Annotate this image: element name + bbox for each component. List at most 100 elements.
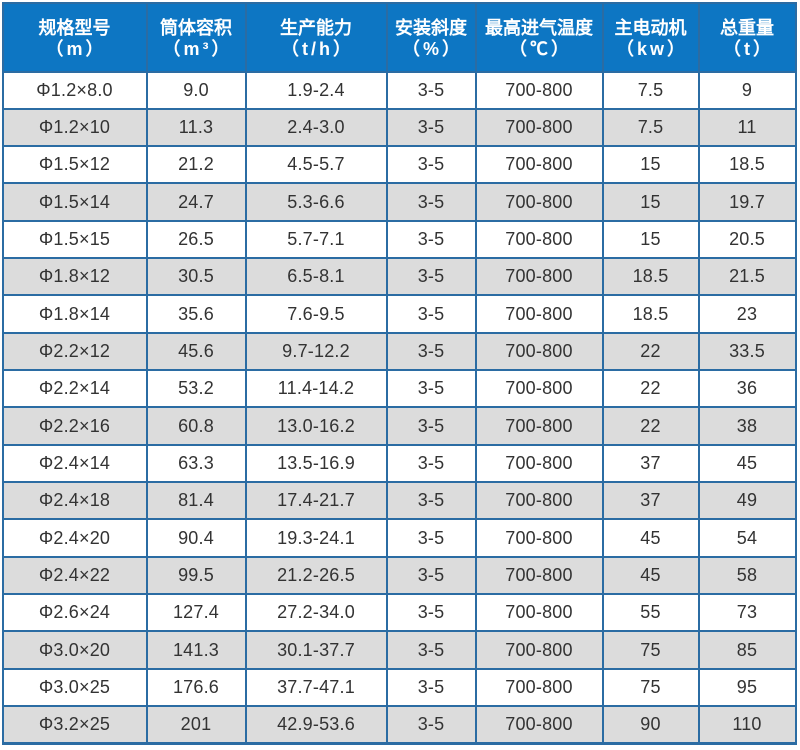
table-cell: 700-800 <box>476 669 602 706</box>
table-cell: 7.5 <box>603 109 698 146</box>
table-cell: 700-800 <box>476 371 602 407</box>
table-cell: 49 <box>699 483 795 519</box>
table-cell: 3-5 <box>387 669 475 706</box>
table-cell: 85 <box>699 632 795 668</box>
table-cell: Φ2.4×22 <box>3 557 146 594</box>
table-cell: 11.3 <box>147 109 245 146</box>
table-cell: 45.6 <box>147 333 245 370</box>
table-cell: 700-800 <box>476 408 602 444</box>
table-cell: Φ1.2×10 <box>3 109 146 146</box>
table-cell: 700-800 <box>476 333 602 370</box>
table-cell: 55 <box>603 595 698 631</box>
table-cell: 26.5 <box>147 221 245 258</box>
table-cell: 18.5 <box>699 147 795 183</box>
table-cell: 13.0-16.2 <box>246 408 386 444</box>
column-header-production-capacity: 生产能力 （t/h） <box>246 3 386 71</box>
table-cell: 63.3 <box>147 445 245 482</box>
table-cell: Φ3.0×25 <box>3 669 146 706</box>
table-cell: 3-5 <box>387 296 475 332</box>
table-cell: Φ1.2×8.0 <box>3 72 146 108</box>
column-header-label: 生产能力 <box>280 17 352 38</box>
table-cell: 37 <box>603 445 698 482</box>
table-cell: 60.8 <box>147 408 245 444</box>
table-cell: 700-800 <box>476 221 602 258</box>
table-cell: 700-800 <box>476 483 602 519</box>
table-cell: 3-5 <box>387 445 475 482</box>
table-cell: 700-800 <box>476 520 602 556</box>
table-cell: 201 <box>147 707 245 743</box>
table-cell: 30.1-37.7 <box>246 632 386 668</box>
table-cell: 37 <box>603 483 698 519</box>
table-cell: 700-800 <box>476 147 602 183</box>
table-cell: 36 <box>699 371 795 407</box>
table-cell: Φ2.4×20 <box>3 520 146 556</box>
table-cell: 21.2-26.5 <box>246 557 386 594</box>
table-cell: 13.5-16.9 <box>246 445 386 482</box>
table-cell: Φ2.6×24 <box>3 595 146 631</box>
column-header-label: 筒体容积 <box>160 17 232 38</box>
table-cell: 1.9-2.4 <box>246 72 386 108</box>
table-cell: 3-5 <box>387 221 475 258</box>
column-header-unit: （%） <box>401 38 463 59</box>
table-cell: 99.5 <box>147 557 245 594</box>
table-cell: 24.7 <box>147 184 245 220</box>
table-cell: Φ1.5×14 <box>3 184 146 220</box>
column-header-unit: （m³） <box>162 38 233 59</box>
table-cell: 35.6 <box>147 296 245 332</box>
column-header-cylinder-volume: 筒体容积 （m³） <box>147 3 245 71</box>
table-cell: 45 <box>603 520 698 556</box>
table-cell: 21.2 <box>147 147 245 183</box>
table-cell: 33.5 <box>699 333 795 370</box>
table-cell: 53.2 <box>147 371 245 407</box>
table-cell: Φ1.5×12 <box>3 147 146 183</box>
column-header-unit: （t/h） <box>281 38 354 59</box>
table-cell: 45 <box>699 445 795 482</box>
table-cell: 700-800 <box>476 557 602 594</box>
table-cell: 54 <box>699 520 795 556</box>
table-cell: 17.4-21.7 <box>246 483 386 519</box>
table-cell: 7.6-9.5 <box>246 296 386 332</box>
table-cell: 58 <box>699 557 795 594</box>
table-cell: 21.5 <box>699 259 795 295</box>
column-header-unit: （℃） <box>509 38 572 59</box>
table-cell: 3-5 <box>387 184 475 220</box>
table-cell: 45 <box>603 557 698 594</box>
table-cell: 700-800 <box>476 296 602 332</box>
table-cell: 700-800 <box>476 72 602 108</box>
column-header-main-motor: 主电动机 （kw） <box>603 3 698 71</box>
table-cell: 75 <box>603 632 698 668</box>
table-cell: 73 <box>699 595 795 631</box>
table-cell: 700-800 <box>476 184 602 220</box>
table-cell: 90.4 <box>147 520 245 556</box>
table-cell: 2.4-3.0 <box>246 109 386 146</box>
table-cell: 22 <box>603 408 698 444</box>
table-cell: 3-5 <box>387 408 475 444</box>
table-cell: 20.5 <box>699 221 795 258</box>
table-cell: 3-5 <box>387 595 475 631</box>
table-cell: 110 <box>699 707 795 743</box>
table-cell: 75 <box>603 669 698 706</box>
table-cell: Φ2.2×16 <box>3 408 146 444</box>
column-header-label: 安装斜度 <box>395 17 467 38</box>
table-cell: 38 <box>699 408 795 444</box>
table-cell: 3-5 <box>387 109 475 146</box>
table-cell: 141.3 <box>147 632 245 668</box>
table-cell: Φ1.5×15 <box>3 221 146 258</box>
table-cell: 37.7-47.1 <box>246 669 386 706</box>
column-header-label: 主电动机 <box>614 17 687 38</box>
table-cell: Φ2.2×14 <box>3 371 146 407</box>
table-cell: 700-800 <box>476 259 602 295</box>
table-cell: 7.5 <box>603 72 698 108</box>
table-cell: 22 <box>603 371 698 407</box>
table-cell: 700-800 <box>476 632 602 668</box>
table-cell: 19.7 <box>699 184 795 220</box>
table-cell: 90 <box>603 707 698 743</box>
table-cell: 30.5 <box>147 259 245 295</box>
table-cell: 3-5 <box>387 632 475 668</box>
table-cell: 4.5-5.7 <box>246 147 386 183</box>
table-cell: 3-5 <box>387 147 475 183</box>
table-cell: Φ1.8×12 <box>3 259 146 295</box>
table-cell: 19.3-24.1 <box>246 520 386 556</box>
table-cell: 9.0 <box>147 72 245 108</box>
